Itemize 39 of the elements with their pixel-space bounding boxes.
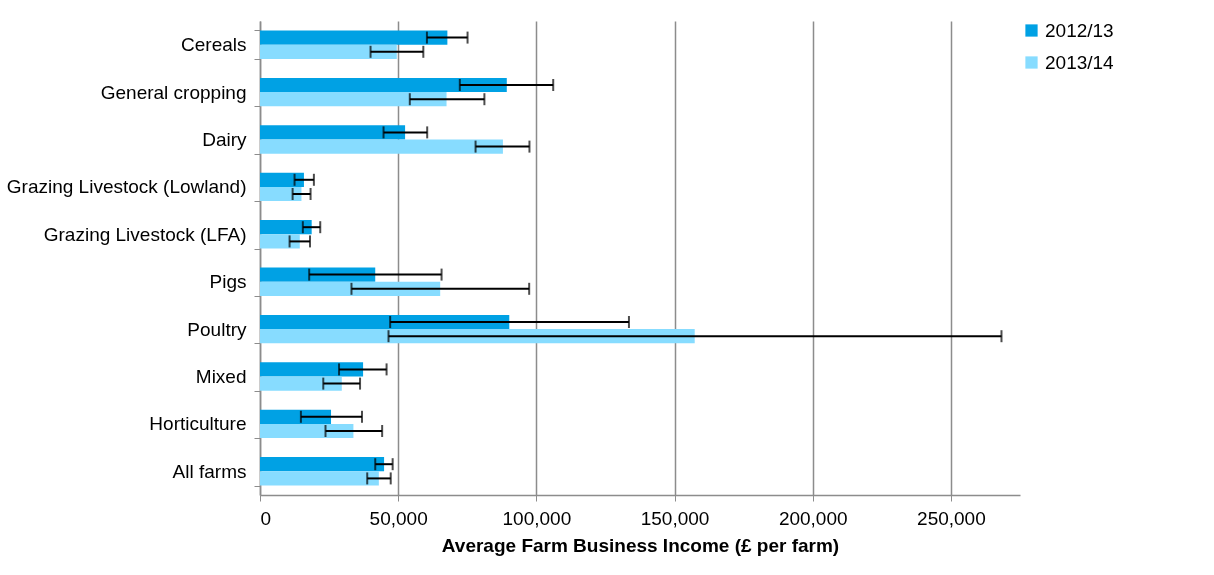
bar [260, 423, 354, 439]
y-tick-label: All farms [172, 460, 247, 482]
bar [260, 362, 364, 377]
bar [260, 409, 332, 424]
y-tick-label: Poultry [187, 318, 247, 340]
bar [260, 125, 406, 140]
x-tick-label: 250,000 [917, 507, 986, 529]
bar [260, 92, 447, 107]
bar [260, 30, 448, 45]
bar [260, 44, 397, 59]
y-tick-label: Cereals [181, 34, 247, 56]
bar [260, 329, 695, 344]
x-tick-label: 100,000 [502, 507, 572, 529]
bar [260, 186, 302, 202]
bar [260, 281, 441, 296]
x-axis-title: Average Farm Business Income (£ per farm) [441, 534, 840, 556]
x-tick-label: 50,000 [369, 507, 428, 529]
bar [260, 314, 510, 330]
bar [260, 77, 507, 93]
legend-label: 2013/14 [1045, 51, 1115, 73]
y-tick-label: Grazing Livestock (LFA) [43, 223, 247, 245]
bar [260, 234, 300, 249]
x-tick-label: 200,000 [778, 507, 848, 529]
x-tick-label: 0 [260, 507, 272, 529]
y-tick-label: Grazing Livestock (Lowland) [6, 176, 247, 198]
y-tick-label: Dairy [202, 129, 247, 150]
bar [260, 471, 379, 486]
bar [260, 172, 304, 187]
y-tick-label: General cropping [100, 81, 247, 103]
y-tick-label: Horticulture [149, 413, 247, 435]
x-tick-label: 150,000 [640, 507, 710, 529]
legend-label: 2012/13 [1045, 19, 1114, 41]
bar [260, 139, 503, 154]
y-tick-label: Pigs [209, 271, 247, 293]
bar [260, 457, 385, 472]
y-tick-label: Mixed [195, 366, 247, 387]
bar [260, 220, 312, 235]
bar [260, 267, 376, 282]
bar [260, 376, 342, 391]
